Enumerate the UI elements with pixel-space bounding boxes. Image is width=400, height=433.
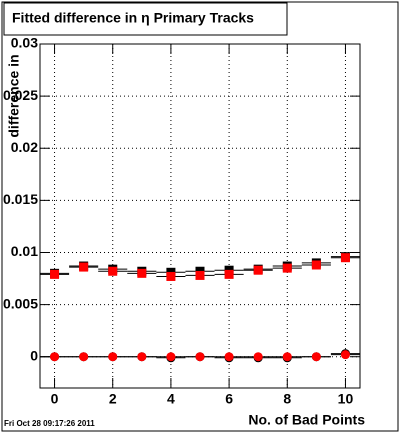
marker xyxy=(50,352,60,362)
marker xyxy=(282,352,292,362)
y-axis-label: difference in xyxy=(6,54,22,137)
y-tick-label: 0.03 xyxy=(11,35,38,51)
x-tick-label: 2 xyxy=(109,391,117,407)
x-axis-label: No. of Bad Points xyxy=(248,412,365,428)
plot-frame xyxy=(39,43,361,389)
marker xyxy=(224,352,234,362)
marker xyxy=(340,253,350,263)
marker xyxy=(108,352,118,362)
marker xyxy=(340,350,350,360)
marker xyxy=(166,352,176,362)
marker xyxy=(79,262,89,272)
y-tick-label: 0.005 xyxy=(3,295,38,311)
marker xyxy=(137,268,147,278)
x-tick-label: 0 xyxy=(51,391,59,407)
marker xyxy=(195,270,205,280)
marker xyxy=(79,352,89,362)
y-tick-label: 0.01 xyxy=(11,243,38,259)
title-box xyxy=(3,2,288,36)
marker xyxy=(253,265,263,275)
x-tick-label: 6 xyxy=(225,391,233,407)
x-tick-label: 10 xyxy=(338,391,354,407)
marker xyxy=(224,269,234,279)
marker xyxy=(137,352,147,362)
marker xyxy=(253,352,263,362)
marker xyxy=(50,269,60,279)
y-tick-label: 0 xyxy=(30,347,38,363)
y-tick-label: 0.02 xyxy=(11,139,38,155)
marker xyxy=(311,352,321,362)
x-tick-label: 8 xyxy=(283,391,291,407)
marker xyxy=(195,352,205,362)
marker xyxy=(166,271,176,281)
marker xyxy=(108,266,118,276)
y-tick-label: 0.025 xyxy=(3,87,38,103)
marker xyxy=(311,260,321,270)
chart-title: Fitted difference in η Primary Tracks xyxy=(12,10,254,26)
y-tick-label: 0.015 xyxy=(3,191,38,207)
x-tick-label: 4 xyxy=(167,391,175,407)
timestamp: Fri Oct 28 09:17:26 2011 xyxy=(4,419,95,428)
marker xyxy=(282,263,292,273)
